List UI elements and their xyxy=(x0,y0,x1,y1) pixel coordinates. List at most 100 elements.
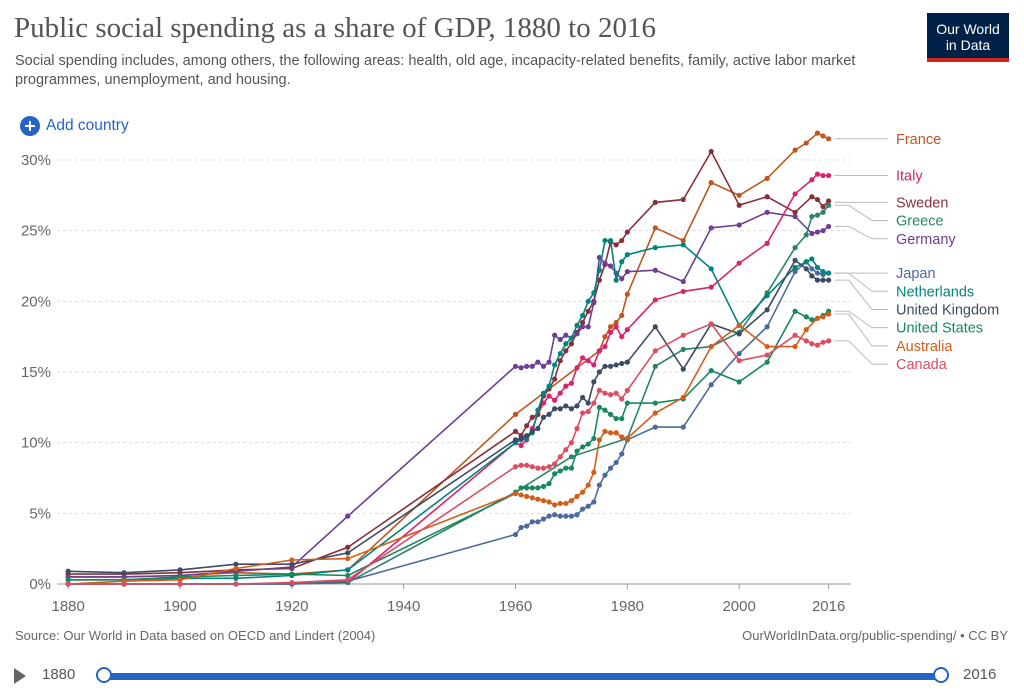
data-point xyxy=(826,311,832,317)
data-point xyxy=(345,567,351,573)
data-point xyxy=(624,435,630,442)
data-point xyxy=(596,348,602,354)
source-note[interactable]: Source: Our World in Data based on OECD … xyxy=(15,628,376,643)
data-point xyxy=(546,359,552,365)
data-point xyxy=(809,256,815,262)
data-point xyxy=(708,180,714,186)
data-point xyxy=(764,343,770,350)
data-point xyxy=(585,298,591,304)
timeline-start-handle[interactable] xyxy=(96,667,112,683)
data-point xyxy=(591,300,597,306)
data-point xyxy=(568,513,575,519)
data-point xyxy=(809,266,815,272)
data-point xyxy=(557,468,563,474)
timeline-track[interactable] xyxy=(104,673,942,680)
data-point xyxy=(680,288,686,295)
data-point xyxy=(563,513,569,519)
data-point xyxy=(591,469,597,475)
data-point xyxy=(574,322,580,328)
play-icon[interactable] xyxy=(14,668,26,684)
legend-connector xyxy=(834,204,888,222)
data-point xyxy=(792,191,798,197)
source-url[interactable]: OurWorldInData.org/public-spending/ • CC… xyxy=(742,628,1008,643)
data-point xyxy=(233,572,239,579)
data-point xyxy=(585,482,591,488)
data-point xyxy=(518,524,524,531)
legend-connector xyxy=(834,310,888,329)
data-point xyxy=(580,312,586,319)
data-point xyxy=(680,237,686,244)
plus-circle-icon xyxy=(20,116,40,136)
data-point xyxy=(596,387,602,393)
data-point xyxy=(568,406,575,412)
data-point xyxy=(557,351,563,357)
data-point xyxy=(619,312,625,319)
data-point xyxy=(574,403,580,409)
data-point xyxy=(792,209,798,215)
series-line-united-states xyxy=(68,310,830,581)
data-point xyxy=(529,363,535,369)
data-point xyxy=(613,362,619,368)
data-point xyxy=(792,343,798,350)
data-point xyxy=(557,454,563,460)
data-point xyxy=(652,363,658,369)
data-point xyxy=(652,400,658,406)
data-point xyxy=(524,433,530,439)
data-point xyxy=(613,242,619,248)
series-line-canada xyxy=(68,322,829,585)
data-point xyxy=(529,519,535,525)
data-point xyxy=(652,424,658,430)
data-point xyxy=(289,557,295,563)
data-point xyxy=(535,485,541,491)
data-point xyxy=(820,339,826,345)
data-point xyxy=(585,400,591,406)
data-point xyxy=(803,259,809,265)
data-point xyxy=(764,240,770,246)
legend-connector xyxy=(834,279,888,310)
data-point xyxy=(680,394,686,401)
data-point xyxy=(764,352,770,358)
data-point xyxy=(546,411,552,417)
data-point xyxy=(613,277,619,283)
data-point xyxy=(624,269,630,275)
data-point xyxy=(557,336,563,343)
data-point xyxy=(809,213,815,220)
data-point xyxy=(557,513,563,519)
data-point xyxy=(607,465,614,471)
data-point xyxy=(826,223,832,230)
data-point xyxy=(529,414,535,420)
data-point xyxy=(792,332,798,338)
data-point xyxy=(814,130,821,136)
timeline-end-handle[interactable] xyxy=(933,667,949,683)
data-point xyxy=(764,194,770,200)
data-point xyxy=(540,363,547,369)
data-point xyxy=(596,369,602,375)
data-point xyxy=(814,270,821,276)
data-point xyxy=(652,410,658,416)
data-point xyxy=(809,317,815,323)
data-point xyxy=(736,379,742,385)
data-point xyxy=(552,461,558,467)
data-point xyxy=(820,133,826,139)
data-point xyxy=(736,192,742,198)
data-point xyxy=(803,338,809,344)
data-point xyxy=(764,209,770,215)
legend-connector xyxy=(834,272,888,292)
data-point xyxy=(552,512,558,518)
data-point xyxy=(591,499,597,505)
data-point xyxy=(680,278,686,285)
y-tick-label: 30% xyxy=(21,152,51,169)
data-point xyxy=(568,341,575,347)
x-tick-label: 1900 xyxy=(163,598,196,615)
add-country-button[interactable]: Add country xyxy=(20,116,129,136)
logo-line-2: in Data xyxy=(945,37,991,53)
data-point xyxy=(652,245,658,251)
data-point xyxy=(580,324,586,330)
owid-logo[interactable]: Our World in Data xyxy=(927,13,1009,62)
data-point xyxy=(652,225,658,231)
data-point xyxy=(518,462,524,468)
data-point xyxy=(568,380,575,386)
data-point xyxy=(591,435,597,442)
data-point xyxy=(708,225,714,231)
data-point xyxy=(512,428,519,434)
